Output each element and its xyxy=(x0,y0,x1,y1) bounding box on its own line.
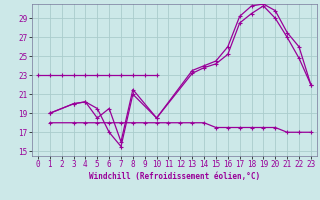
X-axis label: Windchill (Refroidissement éolien,°C): Windchill (Refroidissement éolien,°C) xyxy=(89,172,260,181)
